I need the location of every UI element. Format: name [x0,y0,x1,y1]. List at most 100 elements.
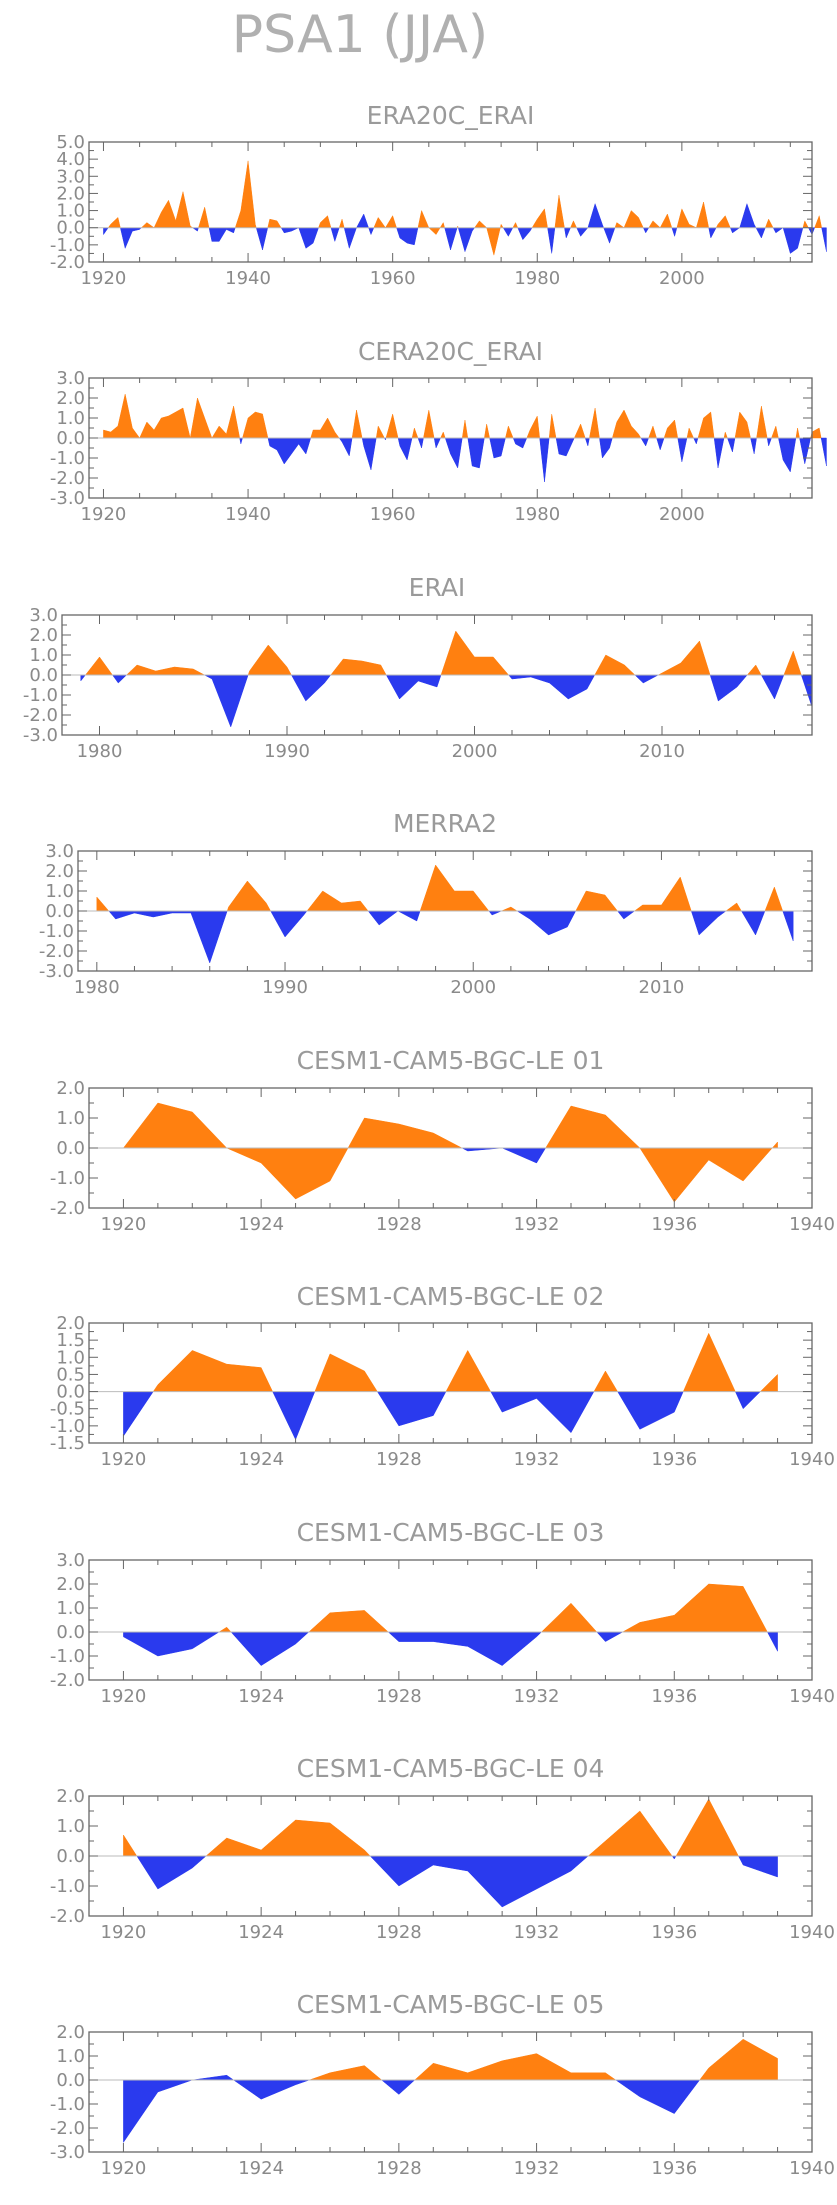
positive-anomaly-area [570,220,578,228]
y-tick-label: -2.0 [50,1198,85,1219]
negative-anomaly-area [642,227,650,234]
positive-anomaly-area [308,1610,389,1633]
x-tick-label: 1990 [264,741,310,762]
positive-anomaly-area [802,220,809,228]
y-tick-label: 2.0 [45,861,74,882]
y-tick-label: -2.0 [39,941,74,962]
positive-anomaly-area [697,411,715,439]
negative-anomaly-area [368,227,375,236]
panel-title: CESM1-CAM5-BGC-LE 05 [297,1990,605,2019]
positive-anomaly-area [338,218,345,228]
positive-anomaly-area [545,1105,773,1203]
negative-anomaly-area [123,1631,220,1657]
y-tick-label: -3.0 [23,725,58,746]
negative-anomaly-area [656,437,665,451]
y-tick-label: -2.0 [50,252,85,273]
negative-anomaly-area [617,910,636,920]
positive-anomaly-area [309,2065,383,2081]
positive-anomaly-area [675,1798,739,1857]
y-tick-label: 3.0 [56,1550,85,1571]
negative-anomaly-area [617,1391,684,1430]
positive-anomaly-area [318,215,332,228]
x-tick-label: 1932 [514,1214,560,1235]
panel-8: CESM1-CAM5-BGC-LE 04 1920 1924 1928 1932 1936… [50,1754,835,1943]
negative-anomaly-area [709,674,748,702]
y-tick-label: 2.0 [29,625,58,646]
x-tick-label: 1928 [376,1686,422,1707]
negative-anomaly-area [489,437,506,459]
x-tick-label: 2000 [659,268,705,289]
positive-anomaly-area [247,644,292,676]
positive-anomaly-area [501,906,519,912]
negative-anomaly-area [690,910,727,936]
y-tick-label: -1.0 [50,235,85,256]
y-tick-label: 2.0 [56,1313,85,1334]
y-tick-label: 0.0 [56,1622,85,1643]
positive-anomaly-area [715,215,731,228]
panel-title: CERA20C_ERAI [358,337,543,366]
positive-anomaly-area [103,393,240,439]
negative-anomaly-area [750,437,757,455]
positive-anomaly-area [621,1583,768,1633]
y-tick-label: 0.0 [56,218,85,239]
positive-anomaly-area [587,1810,673,1857]
positive-anomaly-area [461,419,469,439]
y-tick-label: 0.0 [45,901,74,922]
y-tick-label: 1.0 [56,408,85,429]
positive-anomaly-area [725,902,742,912]
y-tick-label: -2.0 [50,1906,85,1927]
negative-anomaly-area [821,227,827,252]
x-tick-label: 1920 [101,2158,147,2179]
negative-anomaly-area [120,227,143,250]
y-tick-label: 1.0 [56,201,85,222]
y-tick-label: -1.5 [50,1433,85,1454]
positive-anomaly-area [125,664,205,676]
y-tick-label: 2.0 [56,183,85,204]
y-tick-label: -2.0 [23,705,58,726]
panel-title: CESM1-CAM5-BGC-LE 01 [297,1046,605,1075]
y-tick-label: 3.0 [29,605,58,626]
negative-anomaly-area [191,227,199,232]
negative-anomaly-area [640,437,649,447]
positive-anomaly-area [439,221,445,228]
x-tick-label: 1940 [789,1686,835,1707]
negative-anomaly-area [727,437,736,453]
x-tick-label: 2000 [450,977,496,998]
positive-anomaly-area [783,650,802,676]
y-tick-label: 0.0 [56,1382,85,1403]
positive-anomaly-area [84,656,113,676]
negative-anomaly-area [417,437,424,449]
positive-anomaly-area [198,207,210,228]
negative-anomaly-area [380,2079,416,2095]
positive-anomaly-area [759,1373,778,1392]
y-tick-label: -0.5 [50,1399,85,1420]
x-tick-label: 1932 [514,2158,560,2179]
negative-anomaly-area [367,910,421,926]
positive-anomaly-area [764,218,774,228]
y-tick-label: -1.0 [50,1168,85,1189]
negative-anomaly-area [729,202,757,234]
y-tick-label: 2.0 [56,388,85,409]
x-tick-label: 2010 [639,741,685,762]
x-tick-label: 2000 [452,741,498,762]
negative-anomaly-area [766,1631,778,1652]
positive-anomaly-area [267,218,282,228]
x-tick-label: 2000 [659,504,705,525]
positive-anomaly-area [633,876,692,912]
y-tick-label: -3.0 [50,488,85,509]
negative-anomaly-area [734,1391,761,1410]
negative-anomaly-area [740,910,766,936]
x-tick-label: 1980 [514,268,560,289]
x-tick-label: 1940 [225,504,271,525]
y-tick-label: 1.0 [56,1598,85,1619]
positive-anomaly-area [373,215,397,229]
negative-anomaly-area [387,1631,543,1666]
x-tick-label: 1940 [789,1214,835,1235]
y-tick-label: 2.0 [56,2022,85,2043]
negative-anomaly-area [799,437,811,465]
y-tick-label: 1.0 [56,1108,85,1129]
negative-anomaly-area [208,227,236,242]
x-tick-label: 1924 [238,1449,284,1470]
negative-anomaly-area [539,437,550,483]
x-tick-label: 1924 [238,1214,284,1235]
